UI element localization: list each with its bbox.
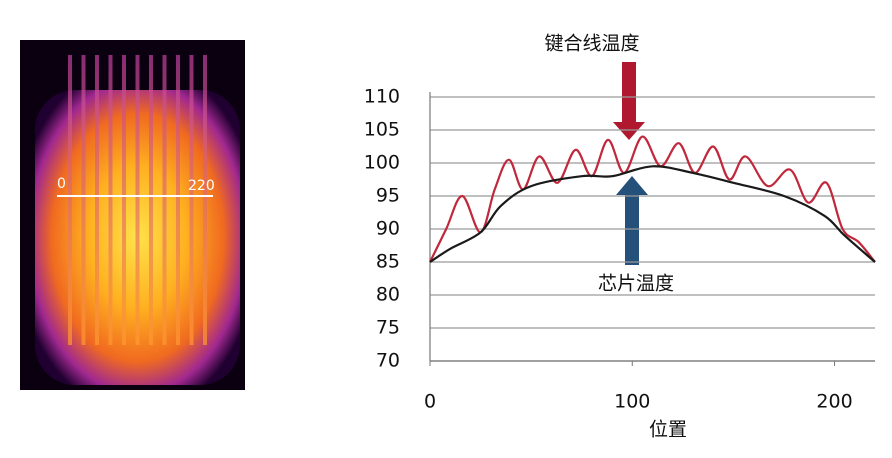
y-tick-label: 75	[376, 317, 400, 339]
y-tick-label: 70	[376, 350, 400, 372]
x-tick-label: 100	[614, 391, 650, 413]
fin	[135, 55, 140, 345]
y-tick-label: 105	[364, 119, 400, 141]
fin	[162, 55, 167, 345]
scan-label: 220	[188, 178, 215, 194]
arrow-down	[613, 62, 645, 140]
fin	[176, 55, 180, 345]
fin	[68, 55, 72, 345]
fin	[149, 55, 153, 345]
annotation: 芯片温度	[598, 273, 674, 295]
scan-label: 0	[57, 176, 66, 192]
y-tick-label: 85	[376, 251, 400, 273]
y-tick-label: 80	[376, 284, 400, 306]
thermal-image: 0 220	[20, 40, 245, 390]
fin	[203, 55, 207, 345]
fin	[81, 55, 86, 345]
fin	[95, 55, 99, 345]
arrow-up	[616, 176, 648, 265]
x-tick-label: 0	[424, 391, 436, 413]
chart: 键合线温度 芯片温度 位置 70 75 80 85 90 95 100 105 110 0 100 2…	[364, 33, 876, 441]
fins	[68, 55, 207, 345]
line-series	[429, 135, 876, 263]
fin	[189, 55, 194, 345]
y-tick-label: 110	[364, 86, 400, 108]
fin	[108, 55, 113, 345]
x-axis-label: 位置	[649, 419, 687, 441]
y-tick-label: 90	[376, 218, 400, 240]
x-tick-label: 200	[816, 391, 852, 413]
y-tick-label: 95	[376, 185, 400, 207]
line-series	[429, 165, 876, 263]
fin	[122, 55, 126, 345]
annotation: 键合线温度	[544, 33, 639, 55]
y-tick-label: 100	[364, 152, 400, 174]
